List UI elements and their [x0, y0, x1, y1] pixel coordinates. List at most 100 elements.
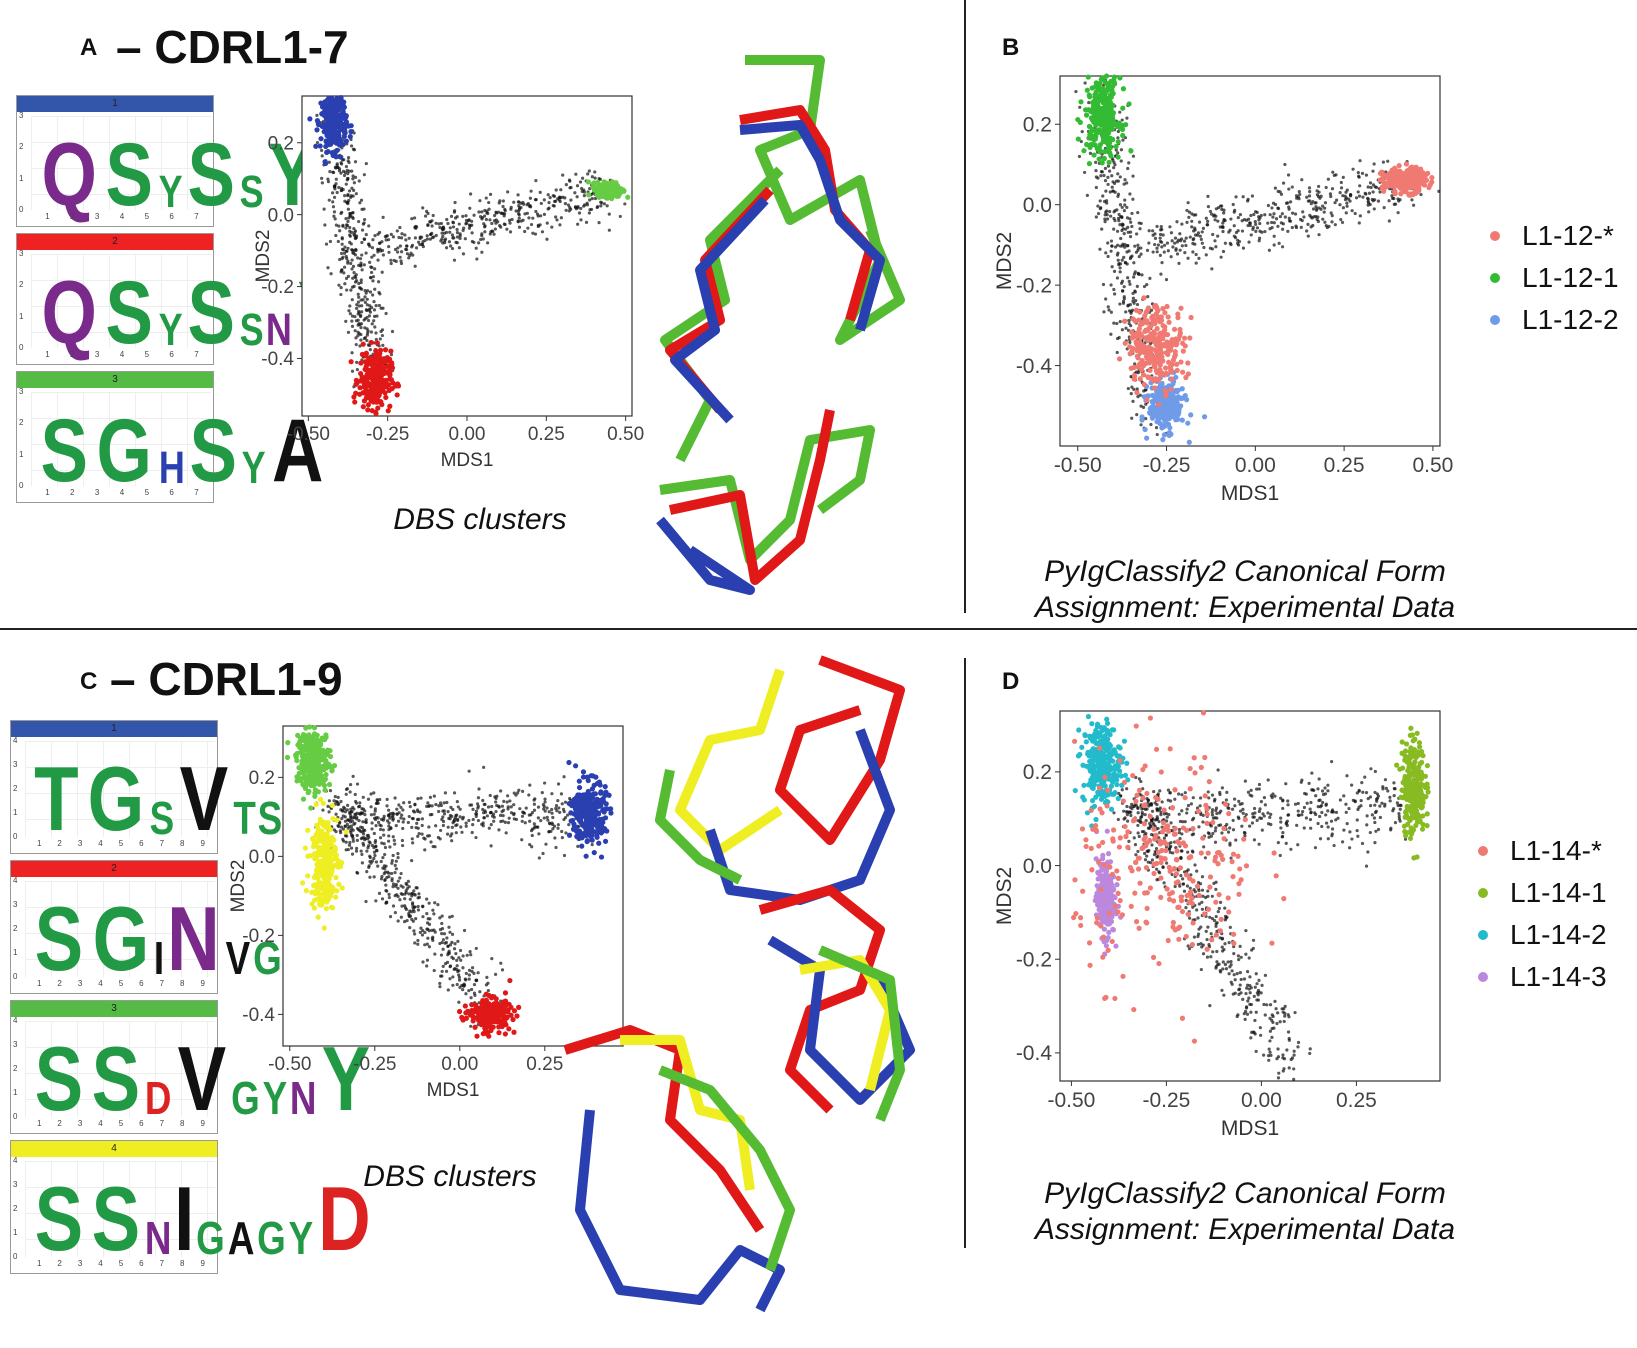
- cluster-point: [1157, 352, 1163, 358]
- data-point: [536, 825, 540, 829]
- data-point: [577, 211, 582, 215]
- data-point: [1110, 244, 1114, 248]
- data-point: [387, 821, 391, 825]
- data-point: [477, 787, 481, 791]
- data-point: [455, 964, 459, 968]
- data-point: [360, 304, 364, 308]
- data-point: [448, 226, 452, 230]
- data-point: [558, 810, 562, 814]
- data-point: [452, 258, 457, 262]
- cluster-point: [1175, 416, 1181, 422]
- data-point: [369, 270, 374, 275]
- data-point: [342, 251, 347, 255]
- data-point: [322, 207, 326, 211]
- data-point: [315, 140, 320, 145]
- data-point: [384, 864, 388, 868]
- data-point: [434, 824, 438, 828]
- cluster-point: [1166, 319, 1172, 325]
- logo-letter: G: [257, 1212, 286, 1265]
- data-point: [480, 250, 484, 254]
- logo-grid: [31, 392, 211, 486]
- data-point: [415, 817, 420, 822]
- cluster-point: [316, 882, 322, 889]
- data-point: [350, 314, 355, 318]
- cluster-point: [305, 853, 311, 859]
- data-point: [339, 292, 343, 297]
- data-point: [333, 794, 337, 799]
- data-point: [393, 796, 397, 800]
- cluster-point: [1144, 397, 1150, 403]
- cluster-point: [305, 827, 311, 833]
- data-point: [454, 831, 458, 835]
- logo-grid: [25, 741, 215, 837]
- cluster-point: [1179, 417, 1185, 423]
- data-point: [1129, 324, 1133, 328]
- data-point: [1117, 212, 1121, 217]
- cluster-point: [1084, 141, 1090, 148]
- data-point: [1128, 303, 1132, 307]
- data-point: [1139, 221, 1143, 226]
- data-point: [547, 810, 551, 814]
- data-point: [528, 196, 532, 200]
- logo-letter: S: [257, 792, 283, 845]
- data-point: [363, 295, 367, 299]
- data-point: [384, 238, 388, 242]
- data-point: [412, 892, 416, 896]
- data-point: [537, 832, 541, 836]
- data-point: [556, 782, 561, 786]
- data-point: [333, 217, 337, 221]
- data-point: [351, 774, 355, 778]
- data-point: [1190, 219, 1194, 223]
- data-point: [517, 788, 521, 792]
- data-point: [402, 801, 406, 805]
- data-point: [545, 221, 549, 225]
- logo-grid: [31, 116, 211, 210]
- data-point: [1158, 236, 1162, 240]
- cluster-point: [585, 179, 591, 185]
- cluster-point: [1135, 345, 1141, 352]
- panel-c-letter: C: [80, 668, 98, 695]
- data-point: [1169, 231, 1174, 235]
- data-point: [542, 198, 546, 202]
- data-point: [461, 983, 465, 987]
- data-point: [449, 805, 453, 809]
- cluster-point: [338, 154, 344, 160]
- data-point: [1272, 212, 1276, 216]
- data-point: [1116, 172, 1120, 176]
- data-point: [438, 928, 443, 932]
- logo-y-tick: 0: [13, 832, 18, 841]
- data-point: [1129, 220, 1133, 224]
- data-point: [1158, 239, 1163, 243]
- data-point: [461, 228, 465, 233]
- data-point: [381, 828, 385, 832]
- data-point: [393, 870, 397, 875]
- data-point: [341, 837, 345, 841]
- data-point: [1080, 130, 1084, 134]
- data-point: [350, 809, 354, 814]
- cluster-point: [1392, 182, 1398, 188]
- cluster-point: [1153, 342, 1159, 348]
- data-point: [1082, 170, 1087, 175]
- cluster-point: [310, 781, 316, 787]
- data-point: [407, 885, 411, 889]
- data-point: [441, 964, 445, 968]
- data-point: [1143, 388, 1148, 392]
- data-point: [401, 820, 405, 824]
- data-point: [1173, 241, 1177, 245]
- cluster-point: [1115, 154, 1121, 160]
- data-point: [1322, 210, 1326, 214]
- data-point: [327, 198, 331, 202]
- cluster-point: [1167, 347, 1174, 353]
- data-point: [344, 840, 348, 844]
- data-point: [410, 917, 414, 921]
- data-point: [502, 799, 506, 803]
- data-point: [400, 236, 404, 240]
- data-point: [423, 214, 428, 218]
- data-point: [340, 210, 344, 214]
- data-point: [368, 348, 372, 352]
- data-point: [1316, 194, 1321, 199]
- data-point: [403, 897, 407, 901]
- cluster-point: [310, 740, 316, 746]
- logo-y-tick: 4: [13, 876, 18, 885]
- data-point: [1113, 163, 1117, 167]
